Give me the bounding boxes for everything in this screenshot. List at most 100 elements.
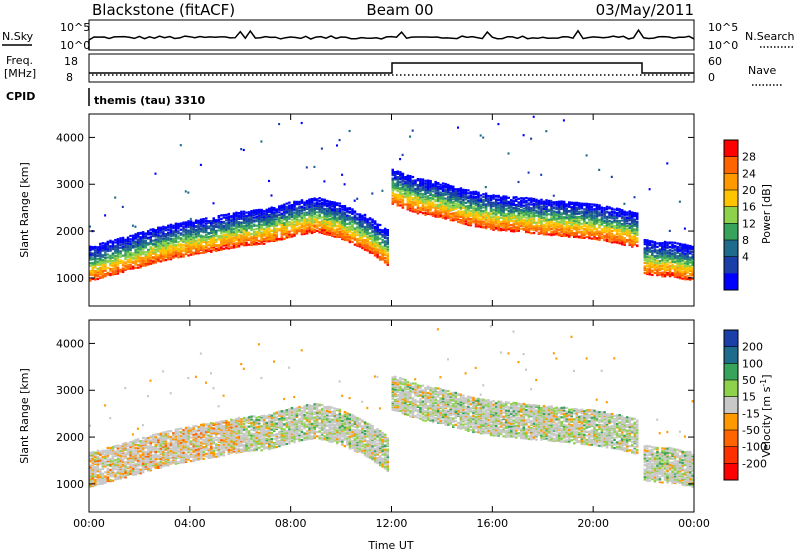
echo-cell — [384, 240, 387, 242]
echo-cell — [530, 138, 532, 140]
echo-cell — [238, 236, 241, 238]
echo-cell — [271, 194, 273, 196]
echo-cell — [392, 169, 395, 171]
echo-cell — [160, 232, 163, 234]
echo-cell — [644, 243, 647, 245]
echo-cell — [94, 252, 97, 254]
echo-cell — [586, 216, 589, 218]
echo-cell — [162, 228, 165, 230]
echo-cell — [646, 265, 649, 267]
echo-cell — [450, 194, 453, 196]
echo-cell — [213, 249, 216, 251]
echo-cell — [99, 249, 102, 251]
echo-cell — [273, 207, 276, 209]
echo-cell — [344, 229, 347, 231]
echo-cell — [248, 217, 251, 219]
echo-cell — [528, 208, 531, 210]
echo-cell — [399, 181, 402, 183]
echo-cell — [255, 216, 258, 218]
echo-cell — [180, 222, 183, 224]
echo-cell — [311, 214, 314, 216]
echo-cell — [371, 243, 374, 245]
echo-cell — [107, 253, 110, 255]
echo-cell — [515, 221, 518, 223]
echo-cell — [104, 251, 107, 253]
echo-cell — [490, 201, 493, 203]
echo-cell — [250, 233, 253, 235]
echo-cell — [422, 178, 425, 180]
echo-cell — [349, 130, 351, 132]
echo-cell — [97, 248, 100, 250]
echo-cell — [255, 212, 258, 214]
echo-cell — [313, 220, 316, 222]
echo-cell — [301, 223, 304, 225]
echo-cell — [122, 237, 125, 239]
echo-cell — [336, 202, 339, 204]
echo-cell — [218, 244, 221, 246]
echo-cell — [631, 211, 634, 213]
echo-cell — [200, 245, 203, 247]
echo-cell — [271, 230, 274, 232]
echo-cell — [316, 217, 319, 219]
echo-cell — [185, 233, 188, 235]
echo-cell — [364, 231, 367, 233]
echo-cell — [177, 235, 180, 237]
echo-cell — [618, 220, 621, 222]
echo-cell — [129, 235, 132, 237]
echo-cell — [323, 224, 326, 226]
echo-cell — [296, 207, 299, 209]
echo-cell — [606, 221, 609, 223]
echo-cell — [462, 211, 465, 213]
echo-cell — [235, 246, 238, 248]
echo-cell — [104, 244, 107, 246]
echo-cell — [369, 225, 372, 227]
echo-cell — [598, 231, 601, 233]
echo-cell — [374, 226, 377, 228]
echo-cell — [208, 244, 211, 246]
echo-cell — [636, 237, 639, 239]
echo-cell — [248, 211, 251, 213]
echo-cell — [124, 261, 127, 263]
echo-cell — [576, 226, 579, 228]
echo-cell — [444, 198, 447, 200]
echo-cell — [162, 226, 165, 228]
echo-cell — [573, 215, 576, 217]
echo-cell — [513, 229, 516, 231]
echo-cell — [618, 210, 621, 212]
echo-cell — [397, 171, 400, 173]
echo-cell — [283, 238, 286, 240]
echo-cell — [243, 211, 246, 213]
echo-cell — [626, 211, 629, 213]
echo-cell — [397, 180, 400, 182]
echo-cell — [197, 220, 200, 222]
echo-cell — [152, 240, 155, 242]
echo-cell — [621, 239, 624, 241]
echo-cell — [399, 184, 402, 186]
echo-cell — [442, 207, 445, 209]
echo-cell — [429, 189, 432, 191]
echo-cell — [513, 202, 516, 204]
echo-cell — [147, 242, 150, 244]
echo-cell — [230, 242, 233, 244]
beam-title: Beam 00 — [366, 1, 433, 19]
echo-cell — [313, 216, 316, 218]
echo-cell — [485, 212, 488, 214]
echo-cell — [502, 221, 505, 223]
freq-tick-low: 8 — [66, 71, 73, 84]
echo-cell — [366, 236, 369, 238]
echo-cell — [465, 221, 468, 223]
echo-cell — [409, 199, 412, 201]
echo-cell — [578, 220, 581, 222]
echo-cell — [644, 262, 647, 264]
echo-cell — [581, 211, 584, 213]
echo-cell — [331, 208, 334, 210]
echo-cell — [349, 207, 352, 209]
echo-cell — [417, 184, 420, 186]
echo-cell — [109, 255, 112, 257]
echo-cell — [482, 210, 485, 212]
echo-cell — [603, 225, 606, 227]
echo-cell — [460, 187, 463, 189]
echo-cell — [215, 230, 218, 232]
echo-cell — [346, 207, 349, 209]
